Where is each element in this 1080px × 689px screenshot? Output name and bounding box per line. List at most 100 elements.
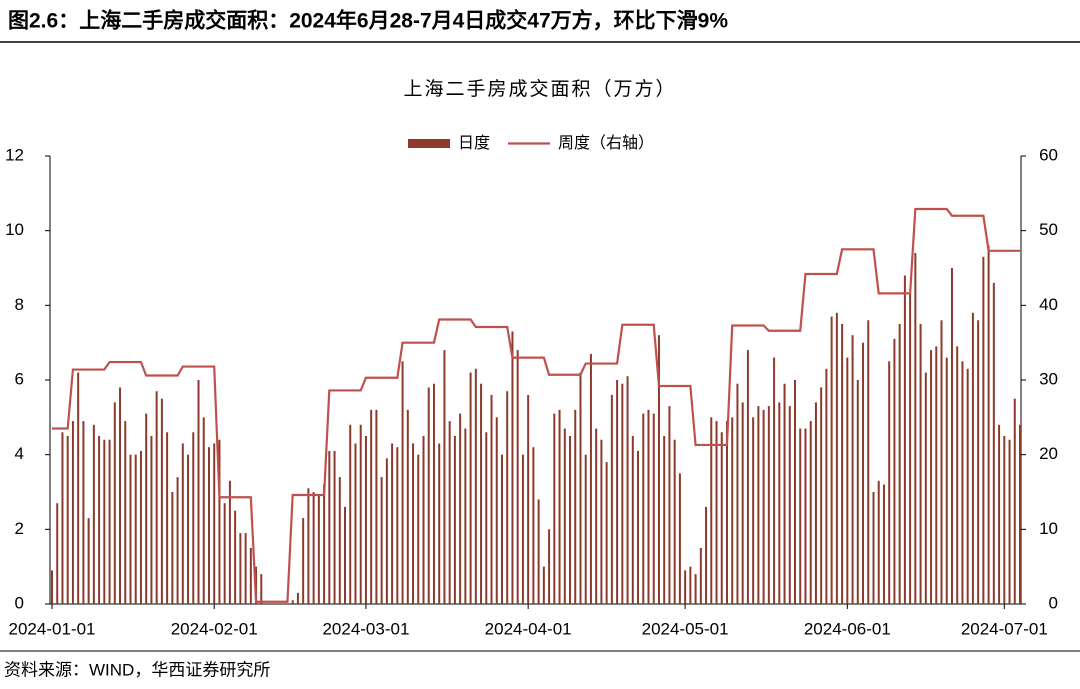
bar	[856, 380, 859, 604]
bar	[705, 506, 708, 604]
bar	[663, 436, 666, 604]
bar	[987, 245, 990, 604]
bar	[375, 409, 378, 604]
y-tick-label: 8	[15, 295, 24, 314]
y-tick-label: 2	[15, 519, 24, 538]
bar	[432, 383, 435, 604]
bar	[317, 495, 320, 604]
bar	[537, 499, 540, 604]
bar	[260, 574, 263, 604]
bar	[783, 383, 786, 604]
bar	[391, 443, 394, 604]
bar	[474, 368, 477, 604]
bar	[689, 566, 692, 604]
bar	[82, 421, 85, 604]
bar	[846, 357, 849, 604]
bar	[228, 480, 231, 604]
bar	[950, 268, 953, 604]
bar	[977, 320, 980, 604]
bar	[940, 320, 943, 604]
bar	[558, 409, 561, 604]
bar	[516, 350, 519, 604]
bar	[548, 529, 551, 604]
y-tick-label: 6	[15, 369, 24, 388]
bar	[584, 454, 587, 604]
bar	[181, 443, 184, 604]
bar	[187, 454, 190, 604]
bar	[914, 253, 917, 605]
bar	[971, 312, 974, 604]
bar	[192, 432, 195, 604]
bar	[359, 424, 362, 604]
bar	[480, 383, 483, 604]
bar	[333, 450, 336, 604]
bar	[746, 350, 749, 604]
bar	[998, 424, 1001, 604]
bar	[202, 417, 205, 604]
bar	[898, 324, 901, 604]
y2-tick-label: 30	[1039, 369, 1058, 388]
bar	[532, 447, 535, 604]
y2-tick-label: 60	[1039, 145, 1058, 164]
x-tick-label: 2024-03-01	[322, 619, 409, 638]
bar	[459, 413, 462, 604]
bar	[642, 413, 645, 604]
bar	[249, 548, 252, 604]
bar	[820, 387, 823, 604]
bar	[370, 409, 373, 604]
bar	[234, 510, 237, 604]
bar	[521, 454, 524, 604]
y2-tick-label: 50	[1039, 220, 1058, 239]
bar	[715, 421, 718, 604]
bar	[124, 421, 127, 604]
bar	[323, 484, 326, 604]
bar	[364, 436, 367, 604]
bar	[134, 454, 137, 604]
bar	[427, 387, 430, 604]
bar	[511, 331, 514, 604]
bar	[605, 462, 608, 604]
bar	[1019, 424, 1021, 604]
page-title: 图2.6：上海二手房成交面积：2024年6月28-7月4日成交47万方，环比下滑…	[8, 9, 728, 33]
bar	[98, 436, 101, 604]
bar	[710, 417, 713, 604]
bar	[422, 436, 425, 604]
chart-title: 上海二手房成交面积（万方）	[403, 78, 676, 100]
y-tick-label: 4	[15, 444, 24, 463]
bar	[1008, 439, 1011, 604]
bar	[631, 436, 634, 604]
bar	[328, 450, 331, 604]
bar	[66, 436, 69, 604]
bar	[244, 533, 247, 604]
bar	[919, 324, 922, 604]
bar	[809, 421, 812, 604]
bar	[312, 492, 315, 604]
bar	[396, 447, 399, 604]
bar	[506, 391, 509, 604]
bar	[616, 380, 619, 604]
bar	[935, 346, 938, 604]
bar	[338, 477, 341, 604]
bar	[668, 406, 671, 604]
bar	[218, 439, 221, 604]
legend-swatch	[408, 139, 450, 148]
bar	[485, 432, 488, 604]
bar	[699, 548, 702, 604]
line	[52, 207, 1020, 603]
bar	[223, 503, 226, 604]
bar	[71, 421, 74, 604]
bar	[119, 387, 122, 604]
bar	[694, 574, 697, 604]
bar	[302, 518, 305, 604]
bar	[741, 402, 744, 604]
bar	[882, 484, 885, 604]
bar	[673, 439, 676, 604]
bar	[166, 432, 169, 604]
bar	[51, 570, 53, 604]
bar	[77, 372, 80, 604]
bar	[877, 480, 880, 604]
bar	[380, 477, 383, 604]
bar	[589, 353, 592, 604]
bar	[495, 417, 498, 604]
